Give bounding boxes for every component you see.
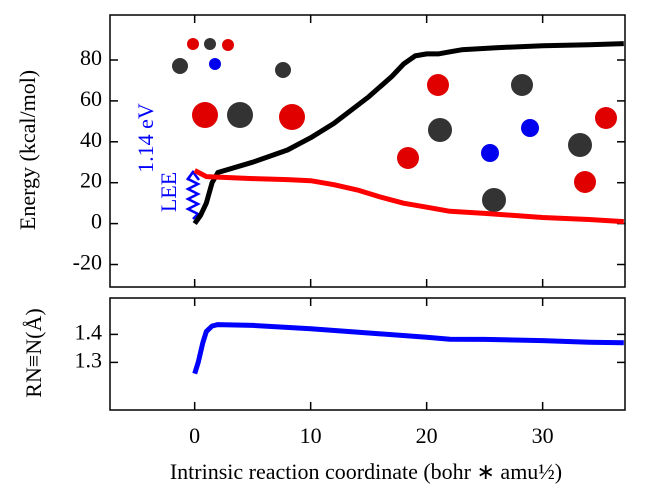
y-axis-label: RN≡N(Å): [21, 308, 46, 397]
atom: [279, 104, 305, 130]
atom: [204, 38, 216, 50]
atom: [521, 119, 539, 137]
x-tick-label: 30: [532, 423, 554, 448]
atom: [187, 38, 199, 50]
annotation: LEE: [156, 172, 181, 212]
y-tick-label: 0: [91, 209, 102, 234]
y-tick-label: -20: [73, 250, 102, 275]
data-line: [195, 44, 624, 224]
data-line: [195, 170, 624, 221]
atom: [481, 144, 499, 162]
y-tick-label: 80: [80, 45, 102, 70]
molecule-drawings: [172, 38, 617, 212]
atom: [595, 107, 617, 129]
plot-frame: [110, 298, 625, 410]
atom: [428, 118, 452, 142]
y-axis-label: Energy (kcal/mol): [15, 70, 40, 230]
atom: [511, 74, 533, 96]
atom: [209, 58, 221, 70]
y-tick-label: 20: [80, 168, 102, 193]
annotation: 1.14 eV: [133, 103, 158, 173]
y-tick-label: 60: [80, 86, 102, 111]
atom: [275, 62, 291, 78]
data-line: [195, 325, 624, 374]
atom: [222, 39, 234, 51]
x-tick-label: 0: [189, 423, 200, 448]
atom: [192, 102, 218, 128]
atom: [397, 147, 419, 169]
atom: [574, 171, 596, 193]
y-tick-label: 1.4: [75, 319, 103, 344]
atom: [427, 74, 449, 96]
atom: [482, 188, 506, 212]
y-tick-label: 1.3: [75, 347, 103, 372]
arrow-line: [188, 172, 198, 219]
atom: [172, 58, 188, 74]
chart: 1.14 eV LEE Energy (kcal/mol) RN≡N(Å) In…: [0, 0, 648, 494]
lee-arrow: [187, 172, 199, 219]
plot-frame: [110, 15, 625, 287]
x-tick-label: 20: [416, 423, 438, 448]
x-axis-label: Intrinsic reaction coordinate (bohr ∗ am…: [170, 459, 562, 484]
atom: [227, 102, 253, 128]
atom: [568, 133, 592, 157]
x-tick-label: 10: [300, 423, 322, 448]
y-tick-label: 40: [80, 127, 102, 152]
